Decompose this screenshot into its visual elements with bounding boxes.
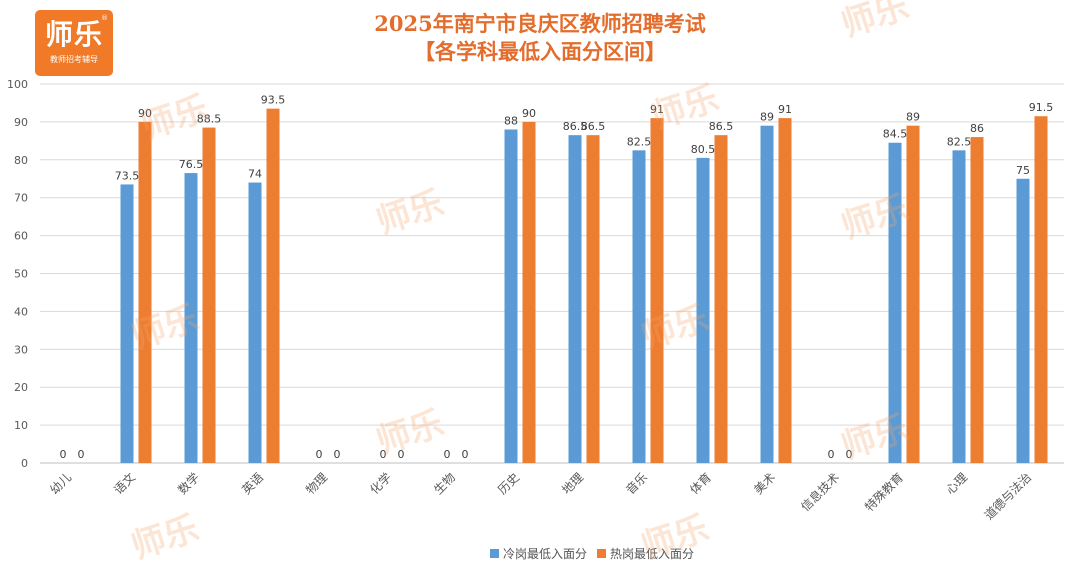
bar: [970, 137, 984, 463]
data-label: 89: [760, 111, 774, 124]
data-label: 0: [828, 448, 835, 461]
bar: [632, 150, 646, 463]
bar: [650, 118, 664, 464]
data-label: 82.5: [627, 135, 652, 148]
x-tick-label: 音乐: [623, 470, 651, 498]
data-label: 0: [444, 448, 451, 461]
y-tick-label: 40: [14, 305, 28, 318]
data-label: 93.5: [261, 94, 286, 107]
x-tick-label: 心理: [943, 470, 970, 497]
y-tick-label: 20: [14, 381, 28, 394]
x-tick-label: 物理: [303, 470, 330, 497]
x-tick-label: 英语: [239, 470, 266, 497]
data-label: 0: [60, 448, 67, 461]
x-tick-label: 体育: [687, 470, 715, 498]
data-label: 0: [334, 448, 341, 461]
bar: [522, 121, 536, 464]
bar: [952, 150, 966, 463]
data-label: 90: [522, 107, 536, 120]
bar: [888, 142, 902, 463]
legend-label-cold: 冷岗最低入面分: [503, 547, 588, 561]
data-label: 86.5: [563, 120, 588, 133]
data-label: 91: [778, 103, 792, 116]
y-tick-label: 90: [14, 116, 28, 129]
y-tick-label: 70: [14, 192, 28, 205]
data-label: 82.5: [947, 135, 972, 148]
logo-text: 师乐: [44, 18, 103, 51]
bar: [778, 118, 792, 464]
x-tick-label: 数学: [175, 470, 203, 498]
data-label: 0: [380, 448, 387, 461]
x-tick-label: 道德与法治: [981, 470, 1034, 523]
data-label: 73.5: [115, 169, 140, 182]
data-label: 0: [462, 448, 469, 461]
bar: [714, 135, 728, 464]
x-tick-label: 生物: [431, 470, 458, 497]
data-label: 0: [78, 448, 85, 461]
bar: [202, 127, 216, 464]
data-label: 90: [138, 107, 152, 120]
y-tick-label: 80: [14, 154, 28, 167]
x-tick-label: 美术: [751, 470, 778, 497]
data-label: 86.5: [709, 120, 734, 133]
y-tick-label: 50: [14, 268, 28, 281]
chart-legend: 冷岗最低入面分 热岗最低入面分: [490, 545, 704, 562]
bar: [266, 108, 280, 463]
data-label: 75: [1016, 164, 1030, 177]
data-label: 0: [316, 448, 323, 461]
registered-mark: ®: [101, 14, 108, 22]
bar: [120, 184, 134, 463]
data-label: 0: [398, 448, 405, 461]
bar: [138, 121, 152, 464]
data-label: 89: [906, 111, 920, 124]
bar: [184, 173, 198, 463]
legend-swatch-cold: [490, 549, 499, 558]
bar: [1034, 116, 1048, 463]
data-label: 76.5: [179, 158, 204, 171]
legend-item-hot: 热岗最低入面分: [597, 545, 694, 562]
data-label: 86.5: [581, 120, 606, 133]
data-label: 91.5: [1029, 101, 1054, 114]
bar: [586, 135, 600, 464]
data-label: 84.5: [883, 128, 908, 141]
x-tick-label: 历史: [495, 470, 522, 497]
y-tick-label: 10: [14, 419, 28, 432]
bar: [568, 135, 582, 464]
bar: [504, 129, 518, 464]
bar: [1016, 178, 1030, 463]
x-tick-label: 信息技术: [798, 470, 843, 515]
data-label: 88: [504, 114, 518, 127]
data-label: 80.5: [691, 143, 716, 156]
x-tick-label: 幼儿: [47, 470, 74, 497]
bar: [906, 125, 920, 463]
x-tick-label: 语文: [111, 470, 139, 498]
bar: [696, 157, 710, 463]
legend-swatch-hot: [597, 549, 607, 558]
data-label: 74: [248, 168, 262, 181]
x-tick-label: 特殊教育: [862, 470, 907, 515]
chart-title: 2025年南宁市良庆区教师招聘考试: [374, 11, 706, 36]
legend-label-hot: 热岗最低入面分: [610, 547, 695, 561]
logo-subtext: 教师招考辅导: [50, 55, 98, 64]
data-label: 88.5: [197, 113, 222, 126]
brand-logo: ® 师乐 教师招考辅导: [35, 10, 113, 76]
bar: [760, 125, 774, 463]
y-tick-label: 0: [21, 457, 28, 470]
data-label: 91: [650, 103, 664, 116]
x-tick-label: 地理: [559, 470, 586, 497]
bar: [248, 182, 262, 464]
data-label: 86: [970, 122, 984, 135]
y-tick-label: 30: [14, 343, 28, 356]
x-tick-label: 化学: [367, 470, 395, 498]
legend-item-cold: 冷岗最低入面分: [490, 545, 587, 562]
chart-subtitle: 【各学科最低入面分区间】: [414, 39, 666, 64]
y-tick-label: 100: [7, 78, 28, 91]
y-tick-label: 60: [14, 230, 28, 243]
data-label: 0: [846, 448, 853, 461]
